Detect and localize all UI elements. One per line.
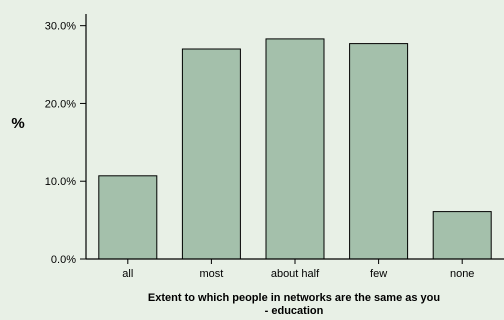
x-tick-label-about-half: about half [271,268,320,280]
bar-none [432,211,492,260]
x-axis-label-line-2: - education [265,305,324,317]
x-tick-label-most: most [199,268,223,280]
y-tick-label-0: 0.0% [51,254,76,266]
x-tick-label-all: all [122,268,133,280]
axes-layer: 0.0% 10.0% 20.0% 30.0% all most about half few n… [45,14,504,280]
bar-all [98,175,158,260]
y-tick-label-2: 20.0% [45,98,76,110]
bars-layer [98,38,492,260]
bar-few [349,43,409,260]
y-axis-label: % [11,115,24,132]
y-tick-label-3: 30.0% [45,21,76,33]
x-tick-label-few: few [370,268,387,280]
y-tick-label-1: 10.0% [45,176,76,188]
x-axis-label-line-1: Extent to which people in networks are t… [148,292,440,304]
bar-about-half [265,38,325,260]
bar-most [181,48,241,260]
x-tick-label-none: none [450,268,474,280]
